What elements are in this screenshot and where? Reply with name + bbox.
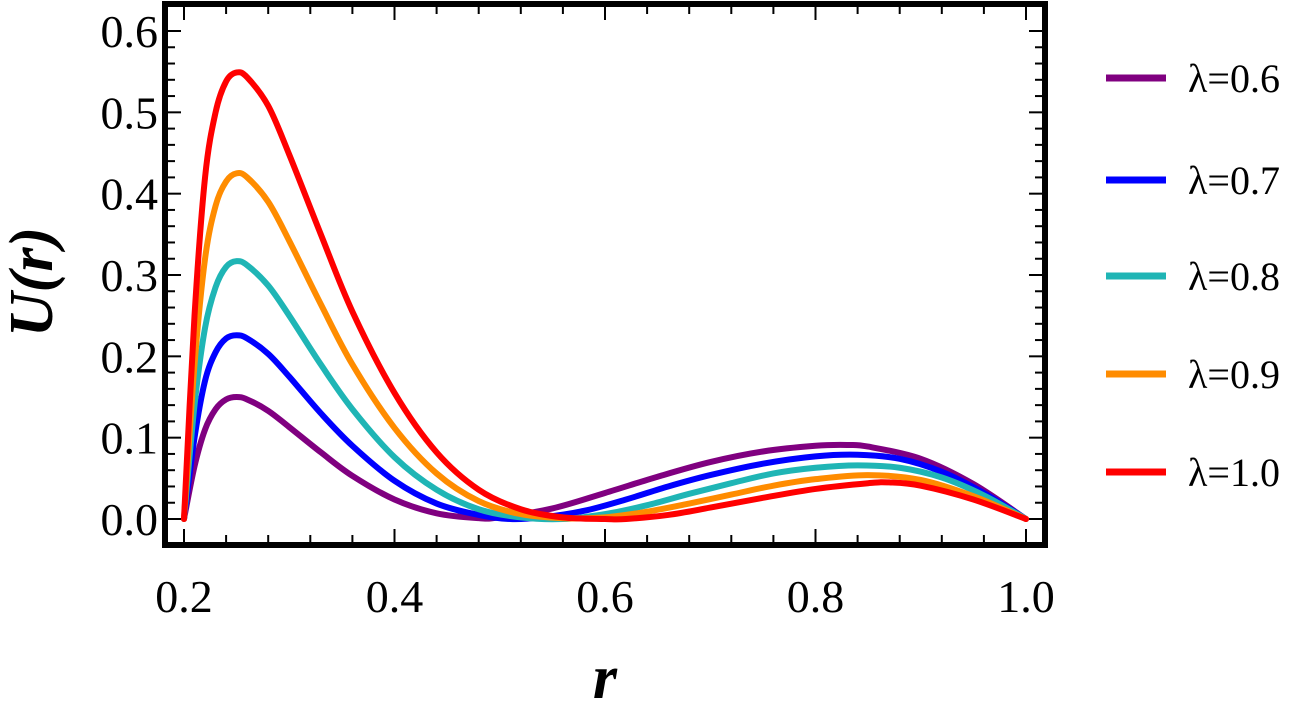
- y-tick-label: 0.1: [101, 413, 159, 464]
- y-tick-label: 0.0: [101, 494, 159, 545]
- x-tick-label: 0.6: [576, 571, 634, 622]
- series-line-4: [181, 170, 1029, 522]
- series-line-5: [181, 69, 1029, 523]
- ticks-layer: [168, 7, 1042, 542]
- y-tick-label: 0.3: [101, 250, 159, 301]
- x-axis-label: r: [593, 644, 618, 704]
- y-tick-label: 0.6: [101, 6, 159, 57]
- legend-label-5: λ=1.0: [1188, 450, 1280, 495]
- legend-label-2: λ=0.7: [1188, 158, 1280, 203]
- x-tick-label: 0.8: [787, 571, 845, 622]
- x-tick-label: 1.0: [997, 571, 1055, 622]
- x-tick-label: 0.4: [366, 571, 424, 622]
- legend-label-3: λ=0.8: [1188, 254, 1280, 299]
- tick-labels: 0.2 0.4 0.6 0.8 1.0 0.0 0.1 0.2 0.3 0.4 0.5 0.6: [101, 6, 1055, 622]
- y-axis-label: U(r): [0, 227, 66, 337]
- series-line-3: [181, 258, 1029, 523]
- y-tick-label: 0.4: [101, 169, 159, 220]
- plot-frame: [162, 1, 1048, 548]
- legend-label-1: λ=0.6: [1188, 56, 1280, 101]
- legend-label-4: λ=0.9: [1188, 352, 1280, 397]
- legend: λ=0.6 λ=0.7 λ=0.8 λ=0.9 λ=1.0: [1106, 56, 1280, 495]
- y-tick-label: 0.2: [101, 331, 159, 382]
- y-tick-label: 0.5: [101, 87, 159, 138]
- series-layer: [181, 69, 1029, 523]
- x-tick-label: 0.2: [155, 571, 213, 622]
- series-line-2: [181, 332, 1029, 523]
- series-line-1: [181, 394, 1029, 522]
